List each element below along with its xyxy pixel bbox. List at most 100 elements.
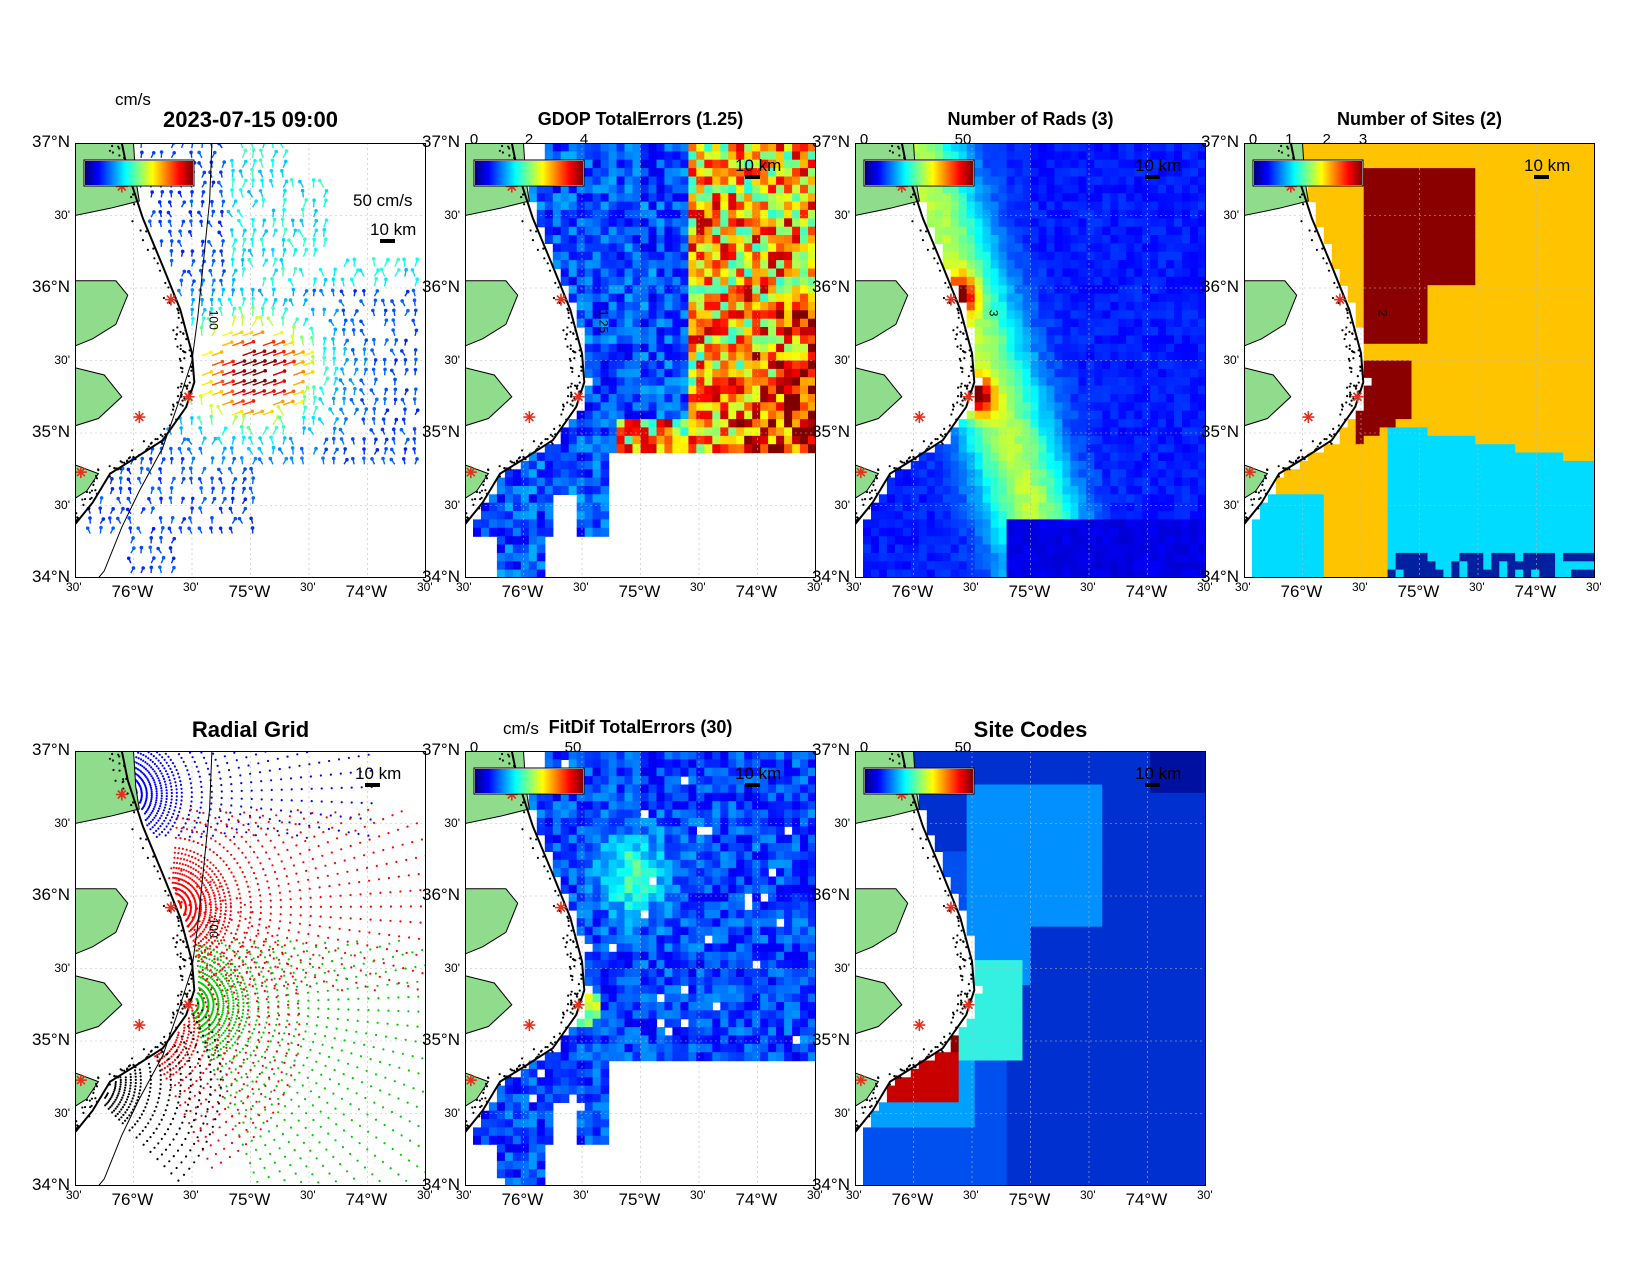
grid-cell: [1363, 511, 1373, 521]
grid-cell: [664, 318, 673, 328]
coast-dot: [963, 357, 966, 360]
grid-cell: [894, 544, 904, 554]
grid-cell: [520, 502, 530, 512]
grid-cell: [1022, 569, 1032, 578]
grid-cell: [712, 377, 721, 387]
grid-cell: [728, 301, 737, 311]
grid-cell: [1363, 327, 1373, 336]
grid-cell: [1030, 235, 1040, 244]
grid-cell: [1347, 293, 1357, 303]
grid-cell: [800, 318, 809, 328]
grid-cell: [1078, 452, 1087, 462]
coast-dot: [184, 329, 187, 332]
grid-cell: [680, 419, 689, 429]
grid-cell: [632, 276, 642, 286]
grid-cell: [1070, 486, 1079, 495]
grid-cell: [1347, 193, 1357, 203]
grid-cell: [1102, 143, 1111, 152]
grid-cell: [768, 427, 777, 437]
grid-cell: [664, 226, 673, 236]
grid-cell: [688, 343, 697, 353]
coast-dot: [546, 262, 549, 265]
grid-cell: [696, 427, 705, 437]
grid-cell: [704, 352, 713, 362]
grid-cell: [1046, 159, 1056, 169]
grid-cell: [1102, 243, 1111, 253]
grid-cell: [1166, 402, 1175, 412]
grid-cell: [990, 226, 1000, 236]
grid-cell: [974, 335, 984, 345]
grid-cell: [584, 494, 594, 504]
grid-cell: [934, 469, 944, 479]
grid-cell: [1379, 427, 1389, 437]
current-vector: [252, 360, 266, 367]
coast-dot: [134, 457, 137, 461]
grid-cell: [584, 352, 594, 362]
grid-cell: [1158, 243, 1167, 253]
grid-cell: [592, 251, 602, 261]
grid-cell: [736, 251, 745, 261]
grid-cell: [712, 293, 721, 303]
grid-cell: [1134, 360, 1143, 370]
grid-cell: [608, 260, 618, 270]
grid-cell: [1142, 385, 1151, 395]
grid-cell: [1150, 360, 1159, 370]
grid-cell: [926, 527, 936, 537]
grid-cell: [1118, 151, 1127, 161]
grid-cell: [1182, 209, 1191, 219]
grid-cell: [1110, 561, 1119, 571]
grid-cell: [776, 235, 785, 244]
grid-cell: [1118, 268, 1127, 278]
grid-cell: [1086, 561, 1095, 571]
current-vector: [232, 341, 243, 347]
grid-cell: [1110, 285, 1119, 295]
grid-cell: [632, 318, 642, 328]
grid-cell: [473, 519, 482, 529]
grid-cell: [656, 335, 666, 345]
grid-cell: [808, 335, 816, 345]
grid-cell: [512, 494, 522, 504]
grid-cell: [584, 201, 594, 211]
grid-cell: [1198, 201, 1206, 211]
grid-cell: [1331, 494, 1341, 504]
grid-cell: [704, 151, 713, 161]
grid-cell: [1166, 394, 1175, 403]
grid-cell: [942, 184, 952, 194]
grid-cell: [712, 444, 721, 454]
grid-cell: [728, 276, 737, 286]
grid-cell: [990, 310, 1000, 320]
grid-cell: [720, 377, 729, 387]
grid-cell: [910, 151, 920, 161]
grid-cell: [958, 184, 968, 194]
grid-cell: [744, 327, 753, 336]
grid-cell: [608, 352, 618, 362]
grid-cell: [552, 201, 562, 211]
grid-cell: [998, 561, 1008, 571]
grid-cell: [1030, 184, 1040, 194]
grid-cell: [512, 469, 522, 479]
grid-cell: [1062, 419, 1071, 429]
grid-cell: [696, 235, 705, 244]
grid-cell: [736, 301, 745, 311]
grid-cell: [1086, 519, 1095, 529]
grid-cell: [584, 268, 594, 278]
coast-dot: [567, 311, 570, 315]
grid-cell: [696, 193, 705, 203]
grid-cell: [576, 318, 586, 328]
grid-cell: [1142, 251, 1151, 261]
grid-cell: [600, 394, 610, 403]
grid-cell: [1150, 469, 1159, 479]
grid-cell: [1387, 209, 1397, 219]
grid-cell: [1078, 235, 1087, 244]
grid-cell: [680, 368, 689, 378]
grid-cell: [1307, 469, 1317, 479]
grid-cell: [982, 469, 992, 479]
grid-cell: [1395, 285, 1405, 295]
grid-cell: [768, 343, 777, 353]
grid-cell: [990, 201, 1000, 211]
grid-cell: [1126, 561, 1135, 571]
coast-dot: [569, 344, 572, 347]
grid-cell: [1182, 469, 1191, 479]
grid-cell: [1070, 293, 1079, 303]
grid-cell: [808, 377, 816, 387]
